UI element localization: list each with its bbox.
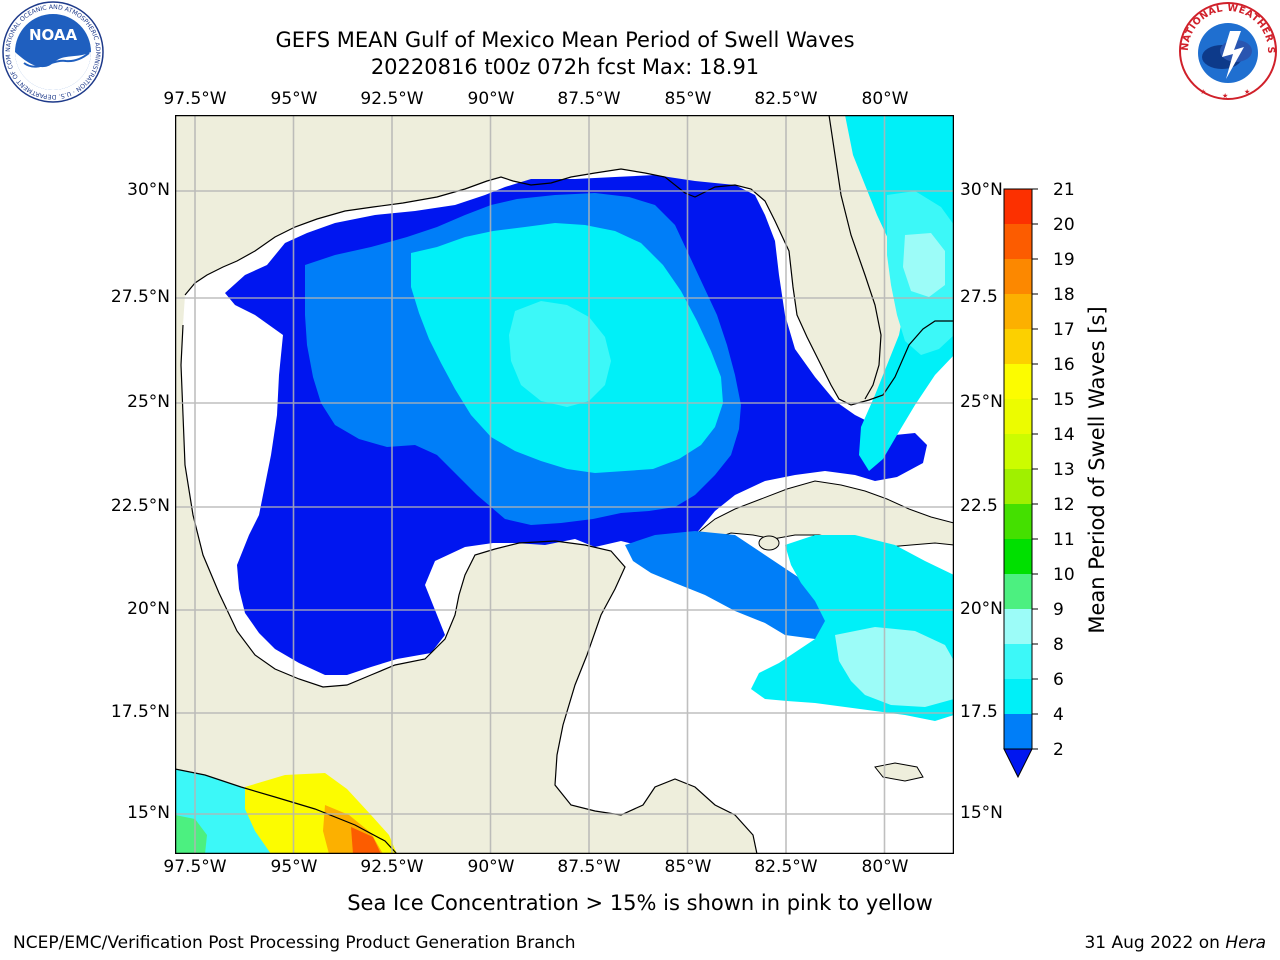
map-title: GEFS MEAN Gulf of Mexico Mean Period of … [275,28,855,52]
bottom-lon-tick: 82.5°W [754,857,818,877]
svg-text:★: ★ [1222,92,1228,100]
colorbar-segment [1004,609,1032,644]
bottom-lon-tick: 92.5°W [360,857,424,877]
right-lat-tick: 30°N [960,180,1003,200]
right-lat-tick: 22.5 [960,496,998,516]
colorbar-scale [1003,188,1038,779]
colorbar-segment [1004,434,1032,469]
colorbar-segment [1004,189,1032,224]
top-lon-tick: 82.5°W [754,89,818,109]
top-lon-tick: 95°W [270,89,318,109]
bottom-lon-tick: 80°W [861,857,909,877]
colorbar-segment [1004,539,1032,574]
colorbar-tick: 12 [1053,495,1075,515]
top-lon-tick: 92.5°W [360,89,424,109]
noaa-logo-text: NOAA [29,26,78,44]
colorbar-tick: 14 [1053,425,1075,445]
colorbar [998,186,1038,790]
left-lat-tick: 25°N [127,392,170,412]
colorbar-segment [1004,364,1032,399]
jamaica-land [874,762,924,782]
graticule [175,115,954,854]
colorbar-tick: 10 [1053,565,1075,585]
colorbar-tick: 6 [1053,670,1064,690]
top-lon-tick: 87.5°W [557,89,621,109]
right-lat-tick: 17.5 [960,702,998,722]
coastline [184,168,954,406]
right-lat-tick: 15°N [960,803,1003,823]
swell-period-field [175,115,954,854]
colorbar-segment [1004,329,1032,364]
colorbar-tick: 21 [1053,180,1075,200]
bottom-lon-tick: 95°W [270,857,318,877]
colorbar-tick: 11 [1053,530,1075,550]
isle-of-youth [758,535,780,551]
colorbar-segment [1004,469,1032,504]
map-frame [175,115,954,854]
sea-ice-note: Sea Ice Concentration > 15% is shown in … [347,891,933,915]
bottom-lon-tick: 87.5°W [557,857,621,877]
colorbar-segment [1004,714,1032,749]
bottom-lon-tick: 85°W [664,857,712,877]
nws-logo: NATIONAL WEATHER SERVICE ★ ★ ★ [1174,0,1278,101]
bottom-lon-tick: 90°W [467,857,515,877]
gulf-of-mexico-map [175,115,954,854]
footer-credit: NCEP/EMC/Verification Post Processing Pr… [13,933,576,953]
colorbar-segment [1004,399,1032,434]
left-lat-tick: 17.5°N [110,702,170,722]
colorbar-segment [1004,504,1032,539]
map-panel [175,115,954,854]
top-lon-tick: 90°W [467,89,515,109]
footer-date: 31 Aug 2022 on Hera [1084,933,1266,953]
colorbar-segment [1004,574,1032,609]
colorbar-tick: 4 [1053,705,1064,725]
colorbar-segment [1004,679,1032,714]
right-lat-tick: 25°N [960,392,1003,412]
left-lat-tick: 30°N [127,180,170,200]
colorbar-tick: 20 [1053,215,1075,235]
colorbar-tick: 16 [1053,355,1075,375]
swell-band-9s-florida [903,233,945,297]
footer-date-text: 31 Aug 2022 on [1084,933,1220,953]
coastline-mexico [180,324,758,854]
swell-band-9s [835,627,954,707]
top-lon-tick: 85°W [664,89,712,109]
pacific-swell-red [351,827,381,854]
left-lat-tick: 20°N [127,599,170,619]
colorbar-extension [1003,748,1033,779]
right-lat-tick: 27.5 [960,287,998,307]
colorbar-segment [1004,259,1032,294]
left-lat-tick: 22.5°N [110,496,170,516]
florida-east-coast [828,115,882,400]
colorbar-tick: 19 [1053,250,1075,270]
top-lon-tick: 97.5°W [163,89,227,109]
noaa-logo: NATIONAL OCEANIC AND ATMOSPHERIC ADMINIS… [0,0,104,103]
right-lat-tick: 20°N [960,599,1003,619]
colorbar-tick: 9 [1053,600,1064,620]
top-lon-tick: 80°W [861,89,909,109]
bottom-lon-tick: 97.5°W [163,857,227,877]
colorbar-segment [1004,294,1032,329]
map-subtitle: 20220816 t00z 072h fcst Max: 18.91 [370,55,760,79]
colorbar-tick: 18 [1053,285,1075,305]
colorbar-title: Mean Period of Swell Waves [s] [1085,306,1109,634]
pacific-swell-green [175,815,207,854]
colorbar-segment [1004,644,1032,679]
colorbar-tick: 8 [1053,635,1064,655]
svg-text:★: ★ [1244,88,1250,96]
colorbar-segment [1004,224,1032,259]
swell-band-8s [509,301,611,407]
colorbar-tick: 15 [1053,390,1075,410]
left-lat-tick: 27.5°N [110,287,170,307]
footer-machine: Hera [1225,933,1266,953]
svg-text:★: ★ [1200,88,1206,96]
central-america-coast [175,768,398,854]
colorbar-tick: 13 [1053,460,1075,480]
colorbar-tick: 2 [1053,740,1064,760]
left-lat-tick: 15°N [127,803,170,823]
colorbar-tick: 17 [1053,320,1075,340]
